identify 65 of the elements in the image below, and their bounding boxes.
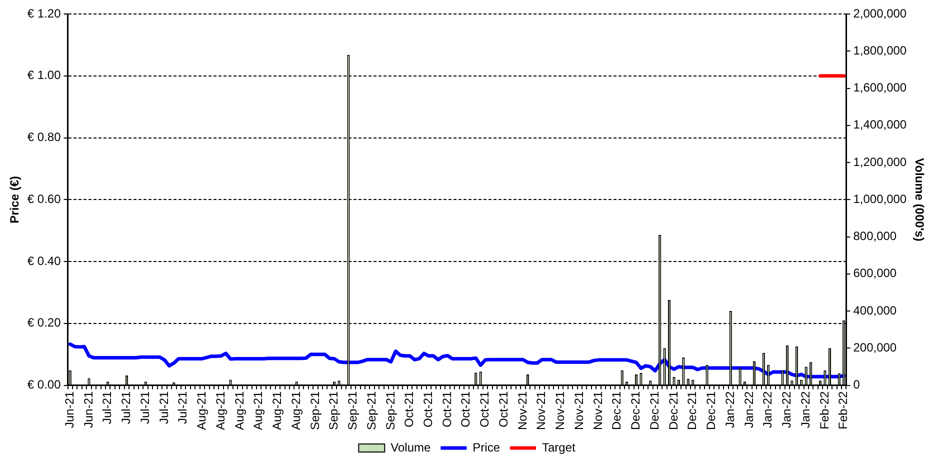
- x-tick-label: Dec-21: [685, 390, 700, 430]
- y-tick-label: € 0.80: [27, 130, 62, 144]
- y2-axis-title: Volume (000's): [912, 158, 926, 242]
- x-tick-label: Nov-21: [534, 390, 548, 430]
- x-tick-label: Jan-22: [742, 390, 756, 428]
- y-tick-label: € 1.20: [27, 6, 62, 20]
- y2-tick-label: 1,400,000: [853, 118, 907, 132]
- x-tick-label: Aug-21: [213, 390, 228, 430]
- y2-tick-label: 400,000: [853, 303, 897, 318]
- x-tick-label: Oct-21: [496, 390, 510, 428]
- x-tick-label: Jun-21: [81, 390, 96, 428]
- x-tick-label: Aug-21: [194, 390, 209, 430]
- y-axis-title: Price (€): [8, 176, 22, 224]
- x-tick-label: Nov-21: [590, 390, 605, 430]
- y2-tick-label: 200,000: [853, 340, 897, 354]
- y2-tick-label: 1,000,000: [853, 192, 907, 206]
- x-tick-label: Jul-21: [100, 390, 114, 424]
- x-tick-label: Jul-21: [138, 390, 152, 424]
- x-tick-label: Aug-21: [232, 390, 246, 430]
- x-tick-label: Nov-21: [572, 390, 586, 430]
- x-tick-label: Jul-21: [119, 390, 134, 424]
- x-tick-label: Feb-22: [817, 390, 832, 430]
- x-tick-label: Jan-22: [760, 390, 775, 428]
- x-tick-label: Nov-21: [553, 390, 568, 430]
- x-tick-label: Dec-21: [647, 390, 662, 430]
- y2-tick-label: 1,600,000: [853, 80, 907, 95]
- x-tick-label: Dec-21: [704, 390, 718, 430]
- y-tick-label: € 0.60: [27, 192, 62, 206]
- x-tick-label: Jan-22: [798, 390, 812, 428]
- x-tick-label: Sep-21: [308, 390, 322, 430]
- x-tick-label: Sep-21: [364, 390, 378, 430]
- x-tick-label: Dec-21: [666, 390, 680, 430]
- y-tick-label: € 0.20: [27, 316, 62, 330]
- legend-label: Price: [472, 440, 500, 454]
- y-tick-label: € 1.00: [27, 68, 62, 82]
- x-tick-label: Aug-21: [288, 390, 303, 430]
- x-tick-label: Jan-22: [780, 390, 794, 428]
- x-tick-label: Oct-21: [402, 390, 416, 428]
- y2-tick-label: 0: [853, 378, 860, 392]
- x-tick-label: Jan-22: [722, 390, 737, 428]
- legend-label: Target: [542, 440, 576, 454]
- y-tick-label: € 0.40: [27, 254, 62, 268]
- x-tick-label: Feb-22: [836, 390, 850, 430]
- x-tick-label: Oct-21: [440, 390, 454, 428]
- x-tick-label: Sep-21: [383, 390, 398, 430]
- x-tick-label: Nov-21: [515, 390, 530, 430]
- x-tick-label: Sep-21: [346, 390, 360, 430]
- x-tick-label: Dec-21: [610, 390, 624, 430]
- x-tick-label: Jul-21: [176, 390, 190, 424]
- y2-tick-label: 2,000,000: [853, 6, 907, 20]
- y-tick-label: € 0.00: [27, 378, 62, 392]
- y2-tick-label: 1,200,000: [853, 154, 907, 169]
- x-tick-label: Sep-21: [326, 390, 341, 430]
- y2-tick-label: 1,800,000: [853, 43, 907, 58]
- x-tick-label: Aug-21: [270, 390, 284, 430]
- x-tick-label: Oct-21: [458, 390, 473, 428]
- x-tick-label: Oct-21: [420, 390, 435, 428]
- x-tick-label: Oct-21: [478, 390, 492, 428]
- x-tick-label: Aug-21: [251, 390, 266, 430]
- y2-tick-label: 600,000: [853, 266, 897, 280]
- x-tick-label: Jul-21: [156, 390, 171, 424]
- legend-label: Volume: [390, 440, 431, 454]
- y2-tick-label: 800,000: [853, 229, 897, 244]
- x-tick-label: Jun-21: [62, 390, 76, 428]
- x-tick-label: Dec-21: [628, 390, 643, 430]
